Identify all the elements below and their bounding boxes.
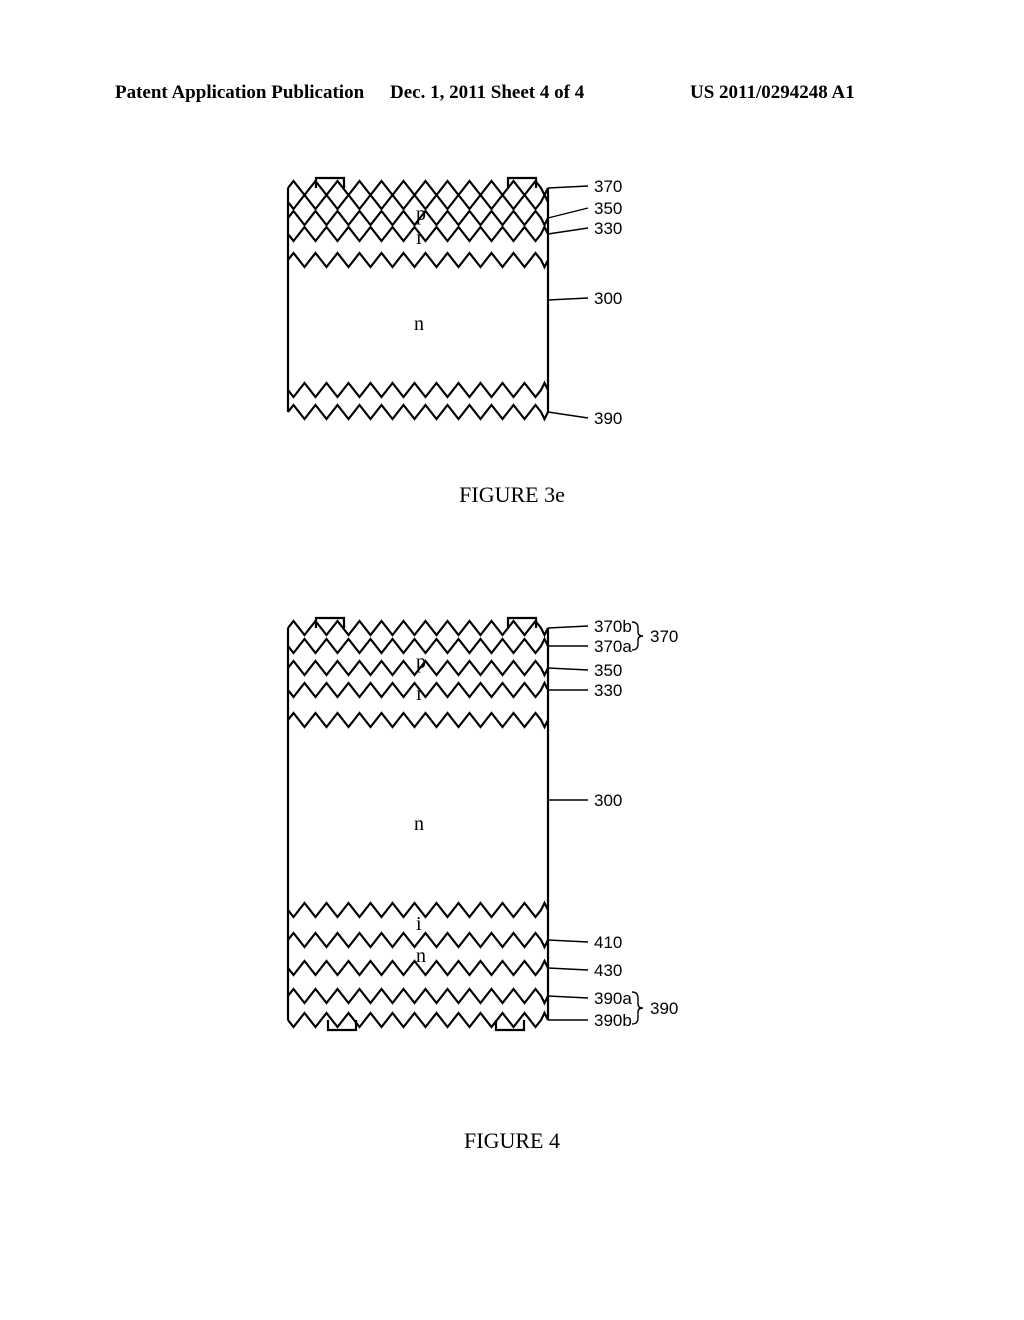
svg-text:370: 370 — [650, 627, 678, 646]
svg-text:i: i — [416, 227, 422, 249]
svg-text:410: 410 — [594, 933, 622, 952]
svg-text:p: p — [416, 651, 426, 673]
svg-text:430: 430 — [594, 961, 622, 980]
svg-text:370: 370 — [594, 177, 622, 196]
svg-text:n: n — [414, 813, 424, 835]
figure-4-caption: FIGURE 4 — [0, 1128, 1024, 1154]
svg-text:350: 350 — [594, 661, 622, 680]
svg-text:i: i — [416, 913, 422, 935]
svg-text:390: 390 — [650, 999, 678, 1018]
svg-text:350: 350 — [594, 199, 622, 218]
svg-text:330: 330 — [594, 219, 622, 238]
svg-text:370b: 370b — [594, 617, 632, 636]
svg-text:n: n — [416, 945, 426, 967]
svg-text:330: 330 — [594, 681, 622, 700]
svg-text:i: i — [416, 683, 422, 705]
figure-3e-svg: pin370350330300390 — [288, 180, 548, 430]
figure-4-diagram: pinin350330300410430370b370a370390a390b3… — [288, 620, 548, 1040]
svg-text:p: p — [416, 203, 426, 225]
svg-text:390a: 390a — [594, 989, 632, 1008]
svg-text:300: 300 — [594, 791, 622, 810]
svg-text:n: n — [414, 313, 424, 335]
svg-text:390: 390 — [594, 409, 622, 428]
figure-3e-diagram: pin370350330300390 — [288, 180, 548, 430]
figure-3e-caption: FIGURE 3e — [0, 482, 1024, 508]
svg-text:370a: 370a — [594, 637, 632, 656]
header-right: US 2011/0294248 A1 — [690, 82, 855, 104]
figure-4-svg: pinin350330300410430370b370a370390a390b3… — [288, 620, 548, 1040]
header-left: Patent Application Publication — [115, 82, 364, 104]
svg-text:300: 300 — [594, 289, 622, 308]
header-center: Dec. 1, 2011 Sheet 4 of 4 — [390, 82, 584, 104]
svg-text:390b: 390b — [594, 1011, 632, 1030]
